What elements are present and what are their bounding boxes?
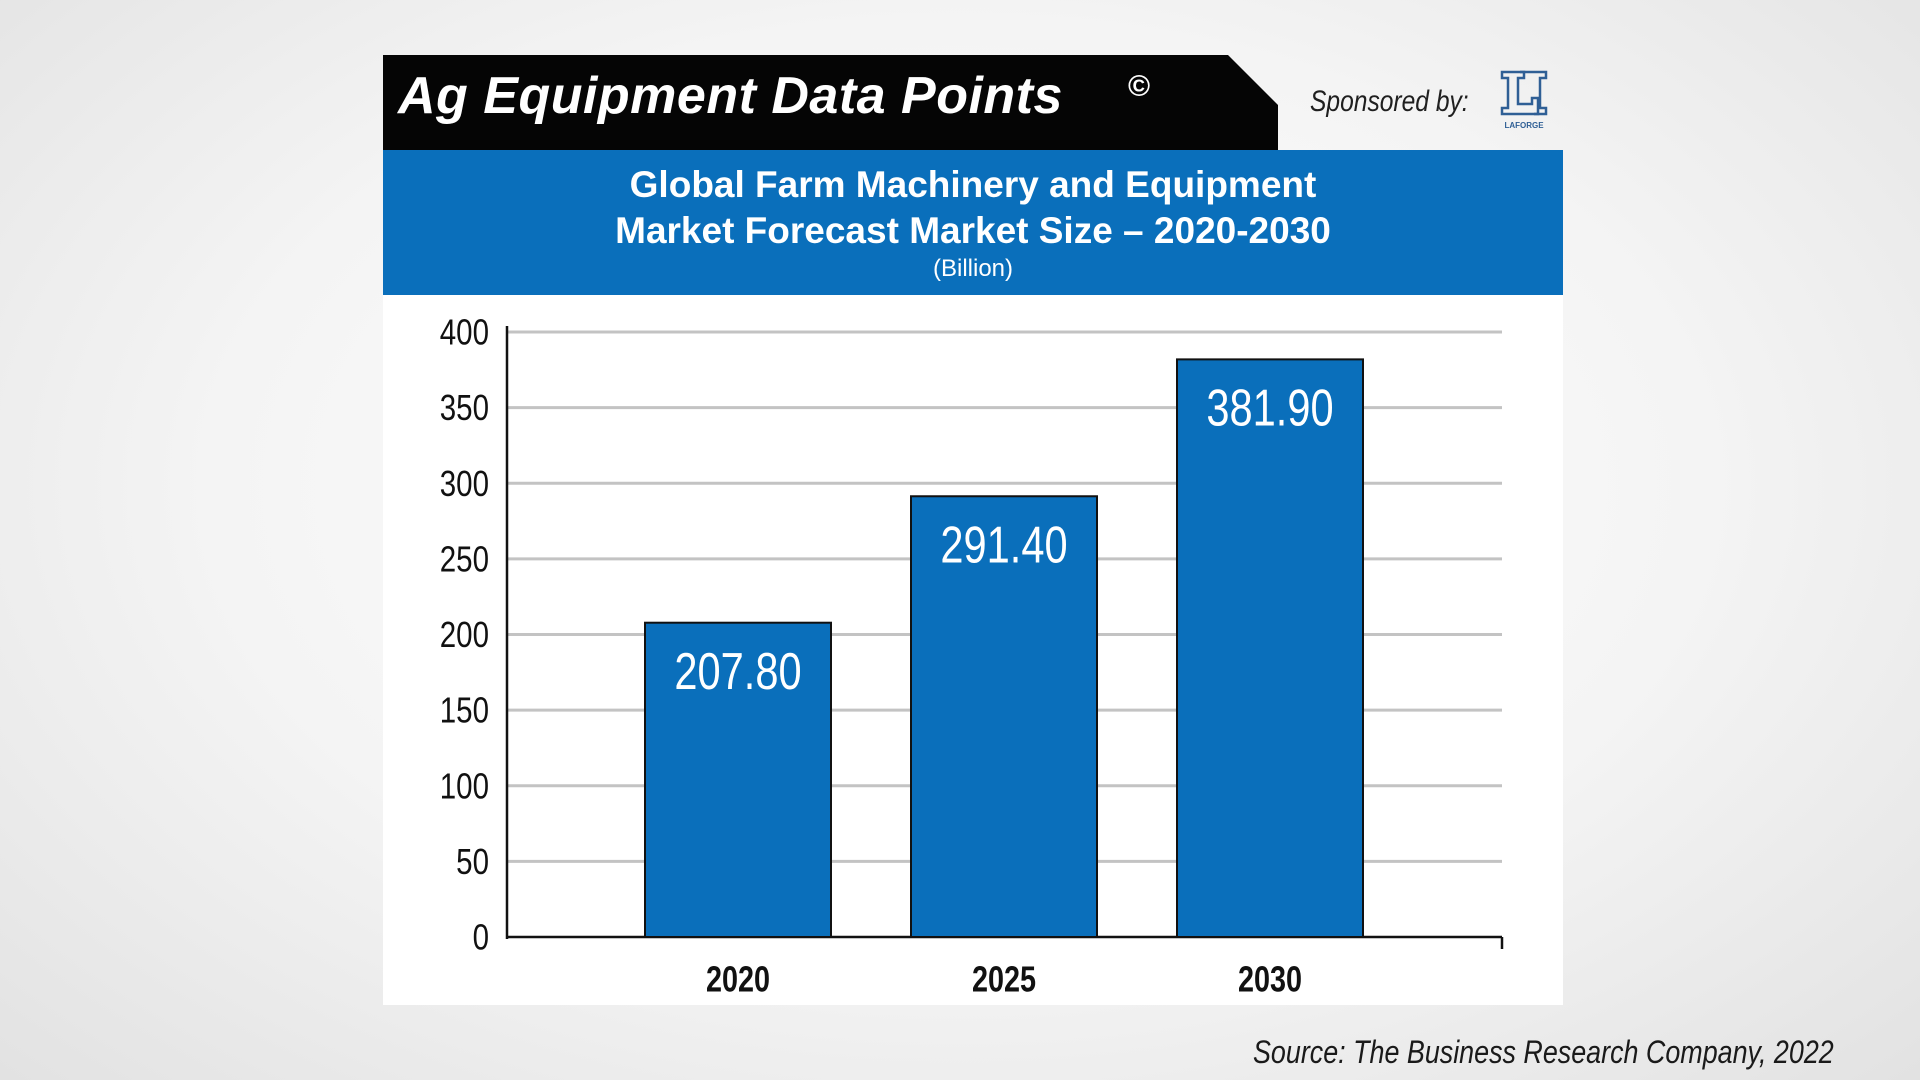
y-tick-label: 350: [440, 387, 489, 427]
bar-chart: 0 50 100 150 200 250 300 350 400 207.80 2020 291.40…: [440, 312, 1504, 1000]
chart-title-line-1: Global Farm Machinery and Equipment: [629, 164, 1317, 205]
y-tick-label: 250: [440, 539, 489, 579]
copyright-icon: ©: [1128, 70, 1151, 103]
logo-text: LAFORGE: [1504, 121, 1544, 130]
chart-subtitle: (Billion): [932, 255, 1013, 282]
y-tick-label: 300: [440, 463, 489, 503]
source-note: Source: The Business Research Company, 2…: [1253, 1034, 1834, 1070]
y-tick-label: 50: [456, 841, 489, 881]
y-tick-label: 0: [473, 917, 489, 957]
bar-2025: [910, 495, 1098, 938]
y-tick-label: 200: [440, 614, 489, 654]
laforge-logo: LAFORGE: [1500, 70, 1548, 130]
y-tick-label: 400: [440, 312, 489, 352]
chart-title-line-2: Market Forecast Market Size – 2020-2030: [615, 210, 1331, 251]
bar-value-label: 381.90: [1206, 378, 1333, 437]
sponsor-label: Sponsored by:: [1310, 85, 1469, 118]
chart-title-band: Global Farm Machinery and Equipment Mark…: [383, 150, 1563, 295]
x-tick-label: 2030: [1238, 959, 1302, 1000]
bar-2030: [1176, 358, 1364, 939]
header-banner: [383, 55, 1278, 150]
y-tick-label: 100: [440, 766, 489, 806]
x-tick-label: 2020: [706, 959, 770, 1000]
bar-value-label: 291.40: [940, 515, 1067, 574]
x-tick-label: 2025: [972, 959, 1036, 1000]
y-tick-label: 150: [440, 690, 489, 730]
header-title: Ag Equipment Data Points: [398, 67, 1063, 125]
bar-value-label: 207.80: [674, 641, 801, 700]
bar-2020: [644, 621, 832, 938]
